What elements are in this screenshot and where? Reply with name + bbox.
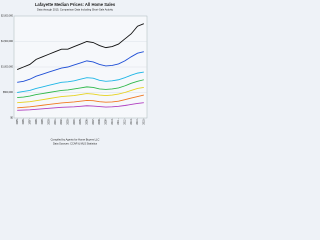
footer: Data Sources: CCAR & MLS Statistics	[53, 142, 98, 146]
chart-subtitle: Data through 2015, Comparison Data Inclu…	[37, 8, 114, 12]
x-tick-label: 2005	[79, 119, 82, 125]
series-line	[17, 79, 144, 99]
x-tick-label: 2012	[123, 119, 126, 125]
x-tick-label: 2001	[54, 119, 57, 125]
x-tick-label: 1995	[16, 119, 19, 125]
x-tick-label: 2010	[111, 119, 114, 125]
x-tick-label: 2006	[85, 119, 88, 125]
x-tick-label: 2009	[104, 119, 107, 125]
x-tick-label: 2003	[66, 119, 69, 125]
x-tick-label: 2015	[142, 119, 145, 125]
x-tick-label: 2004	[73, 119, 76, 125]
footer: Compiled by Agents for Home Buyers LLC	[51, 138, 100, 142]
x-tick-label: 1998	[35, 119, 38, 125]
y-tick-label: $1,000,000	[1, 66, 14, 69]
x-tick-label: 1996	[22, 119, 25, 125]
series-line	[17, 71, 144, 93]
x-tick-label: 1999	[41, 119, 44, 125]
y-tick-label: $1,500,000	[1, 40, 14, 43]
x-tick-label: 2013	[130, 119, 133, 125]
chart-title: Lafayette Median Prices: All Home Sales	[35, 2, 116, 7]
x-tick-label: 2008	[98, 119, 101, 125]
x-tick-label: 1997	[28, 119, 31, 125]
series-line	[17, 23, 144, 70]
series-line	[17, 94, 144, 109]
series-line	[17, 102, 144, 111]
y-tick-label: $500,000	[3, 91, 14, 94]
chart: Lafayette Median Prices: All Home Sales …	[0, 0, 150, 150]
x-tick-label: 2014	[136, 119, 139, 125]
y-tick-label: $2,000,000	[1, 15, 14, 18]
x-tick-label: 2002	[60, 119, 63, 125]
series-line	[17, 86, 144, 104]
x-tick-label: 2011	[117, 119, 120, 125]
y-tick-label: $0	[10, 117, 13, 120]
x-tick-label: 2000	[47, 119, 50, 125]
series-line	[17, 51, 144, 83]
x-tick-label: 2007	[92, 119, 95, 125]
